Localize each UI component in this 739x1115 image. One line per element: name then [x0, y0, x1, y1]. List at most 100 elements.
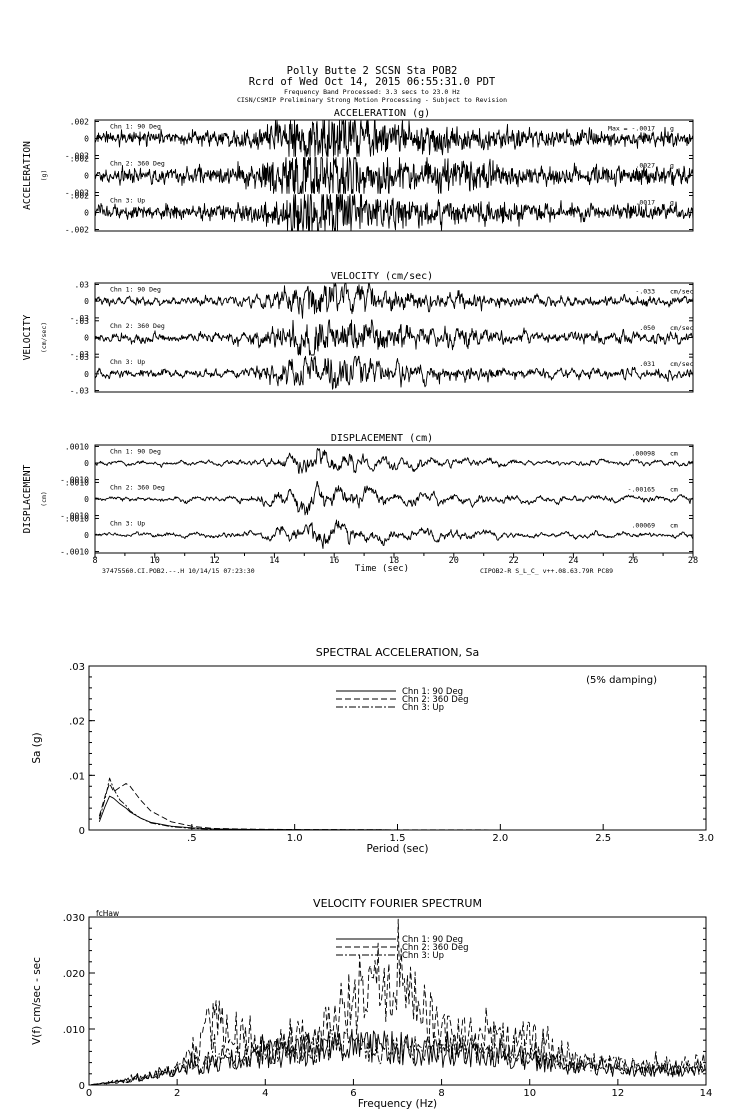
peak-unit: g	[670, 198, 674, 206]
peak-unit: cm	[670, 521, 678, 529]
trace-displacement-chn2	[94, 481, 694, 516]
legend-label: Chn 1: 90 Deg	[402, 687, 463, 697]
channel-label: Chn 2: 360 Deg	[110, 483, 165, 491]
damping-note: (5% damping)	[586, 675, 657, 686]
peak-unit: g	[670, 161, 674, 169]
y-tick-label: .002	[70, 117, 89, 126]
x-tick-label: 12	[611, 1088, 624, 1099]
trace-displacement-chn1	[94, 447, 694, 474]
x-tick-label: 4	[262, 1088, 268, 1099]
y-tick-label: 0	[84, 495, 89, 504]
x-tick-label: 1.5	[390, 833, 406, 844]
channel-label: Chn 2: 360 Deg	[110, 159, 165, 167]
panel-ylabel: VELOCITY	[22, 314, 33, 360]
peak-value: .031	[639, 360, 655, 368]
peak-unit: cm/sec	[670, 360, 694, 368]
x-tick-label: 2.0	[492, 833, 508, 844]
x-tick-label: 18	[389, 556, 399, 566]
channel-label: Chn 1: 90 Deg	[110, 285, 161, 293]
x-tick-label: 12	[209, 556, 219, 566]
peak-value: .050	[639, 324, 655, 332]
x-tick-label: 28	[688, 556, 698, 566]
peak-value: .0017	[635, 198, 655, 206]
spectral-acceleration-chart: SPECTRAL ACCELERATION, Sa Period (sec) Sa …	[31, 646, 714, 855]
acceleration-panel: ACCELERATION (g) ACCELERATION (g) .002 0 -.00…	[22, 108, 694, 235]
fourier-curve-chn1	[91, 1028, 706, 1086]
fourier-curve-chn2	[91, 918, 706, 1086]
y-tick-label: -.0010	[60, 476, 89, 485]
peak-unit: cm	[670, 485, 678, 493]
fourier-spectrum-chart: VELOCITY FOURIER SPECTRUM Frequency (Hz) V…	[31, 897, 712, 1110]
sa-curve-chn2	[98, 783, 706, 831]
x-axis-label: Frequency (Hz)	[358, 1098, 437, 1110]
trace-displacement-chn3	[94, 519, 694, 549]
legend-label: Chn 1: 90 Deg	[402, 935, 463, 945]
y-tick-label: 0	[84, 531, 89, 540]
y-tick-label: .03	[75, 353, 90, 362]
x-tick-label: 6	[350, 1088, 356, 1099]
y-tick-label: -.0010	[60, 512, 89, 521]
y-tick-label: .0010	[65, 514, 89, 523]
x-tick-label: 8	[438, 1088, 444, 1099]
panel-units: (cm/sec)	[40, 322, 48, 353]
y-tick-label: .0010	[65, 478, 89, 487]
x-tick-label: 1.0	[287, 833, 303, 844]
y-tick-label: -.002	[65, 152, 89, 161]
x-tick-label: 22	[508, 556, 518, 566]
y-tick-label: .02	[69, 717, 85, 728]
y-tick-label: 0	[84, 459, 89, 468]
legend-label: Chn 2: 360 Deg	[402, 943, 468, 953]
y-tick-label: 0	[84, 172, 89, 181]
y-tick-label: 0	[84, 334, 89, 343]
y-tick-label: 0	[84, 135, 89, 144]
record-id: 37475560.CI.POB2.--.H 10/14/15 07:23:30	[102, 567, 255, 575]
displacement-panel: DISPLACEMENT (cm) DISPLACEMENT (cm) .0010 0 -…	[22, 433, 694, 557]
x-tick-label: 26	[628, 556, 638, 566]
x-axis-label: Period (sec)	[367, 843, 429, 855]
x-tick-label: 2.5	[595, 833, 611, 844]
trace-velocity-chn3	[94, 355, 694, 390]
y-axis-label: V(f) cm/sec - sec	[31, 957, 43, 1045]
y-tick-label: .010	[63, 1025, 85, 1036]
processing-version: CIPOB2-R S_L_C_ v++.08.63.79R PC89	[480, 567, 613, 575]
peak-value: -.033	[635, 287, 655, 295]
fourier-curve-chn3	[91, 1017, 706, 1086]
panel-units: (g)	[40, 170, 48, 182]
channel-label: Chn 3: Up	[110, 196, 145, 204]
y-tick-label: .002	[70, 154, 89, 163]
peak-unit: cm/sec	[670, 324, 694, 332]
x-tick-label: 0	[86, 1088, 92, 1099]
sa-curve-chn3	[98, 777, 706, 831]
time-axis-label: Time (sec)	[355, 564, 409, 574]
trace-acceleration-chn1	[94, 120, 694, 157]
y-tick-label: .002	[70, 191, 89, 200]
peak-unit: cm/sec	[670, 287, 694, 295]
x-tick-label: 10	[523, 1088, 536, 1099]
legend-label: Chn 3: Up	[402, 703, 444, 713]
channel-label: Chn 1: 90 Deg	[110, 122, 161, 130]
y-tick-label: 0	[79, 1081, 85, 1092]
trace-velocity-chn1	[94, 283, 694, 319]
trace-velocity-chn2	[94, 319, 693, 356]
plot-frame	[88, 916, 707, 1086]
x-tick-label: 24	[568, 556, 578, 566]
y-axis-label: Sa (g)	[31, 732, 43, 763]
x-tick-label: 2	[174, 1088, 180, 1099]
y-tick-label: .030	[63, 913, 85, 924]
channel-label: Chn 1: 90 Deg	[110, 447, 161, 455]
plot-frame	[88, 665, 707, 831]
y-tick-label: 0	[84, 370, 89, 379]
peak-unit: g	[670, 124, 674, 132]
corner-label: fcHaw	[96, 909, 119, 918]
peak-value: .0027	[635, 161, 655, 169]
y-tick-label: .020	[63, 969, 85, 980]
panel-title: VELOCITY (cm/sec)	[331, 271, 433, 282]
trace-acceleration-chn3	[94, 194, 694, 231]
peak-unit: cm	[670, 449, 678, 457]
trace-acceleration-chn2	[94, 157, 694, 194]
panel-units: (cm)	[40, 491, 48, 507]
processing-note: CISN/CSMIP Preliminary Strong Motion Pro…	[237, 96, 507, 104]
chart-title: VELOCITY FOURIER SPECTRUM	[313, 897, 482, 910]
x-tick-label: 16	[329, 556, 339, 566]
